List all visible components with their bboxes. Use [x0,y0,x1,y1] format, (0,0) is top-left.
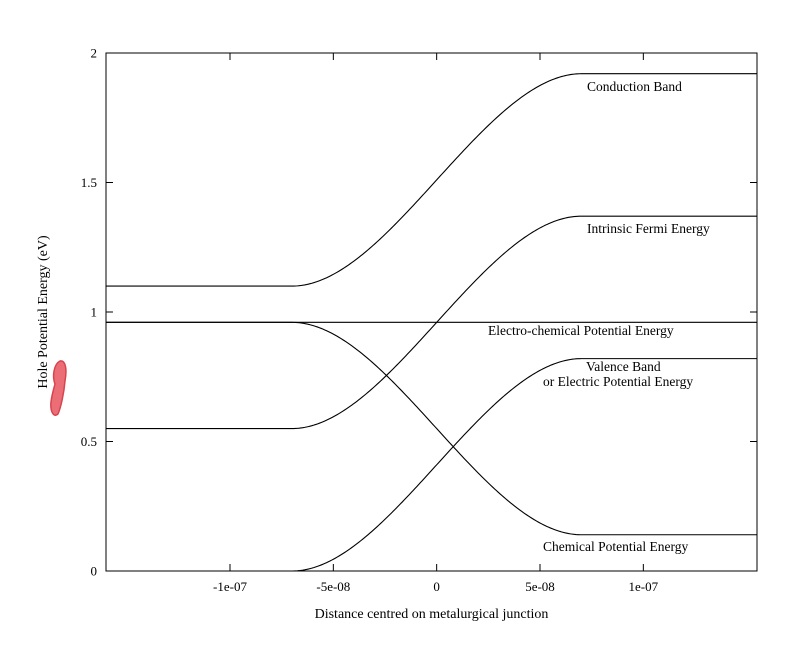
y-tick-label: 0.5 [81,434,97,449]
axis-ticks: -1e-07 -5e-08 0 5e-08 1e-07 0 0.5 1 1.5 2 [81,46,757,594]
curve-label-line: or Electric Potential Energy [543,374,693,389]
curve-label: Valence Band or Electric Potential Energy [543,359,693,389]
y-axis-title: Hole Potential Energy (eV) [36,235,51,389]
y-tick-label: 1.5 [81,175,97,190]
plot-frame [105,52,758,572]
curve-label-line: Chemical Potential Energy [543,539,688,554]
curve-label: Intrinsic Fermi Energy [587,221,710,236]
x-tick-label: 1e-07 [629,579,659,594]
curve-label: Electro-chemical Potential Energy [488,323,674,338]
series-line [106,321,757,536]
x-tick-label: -1e-07 [213,579,247,594]
series-line [106,358,757,572]
y-tick-label: 0 [91,564,98,579]
curve-label: Chemical Potential Energy [543,539,688,554]
curve-label-line: Electro-chemical Potential Energy [488,323,674,338]
plot-marks [106,73,757,572]
curve-label-line: Intrinsic Fermi Energy [587,221,710,236]
y-tick-label: 2 [91,46,98,61]
x-tick-label: -5e-08 [316,579,350,594]
x-axis-title: Distance centred on metalurgical junctio… [315,607,549,622]
curve-labels: Conduction Band Intrinsic Fermi Energy Ele… [488,79,710,554]
red-pen-scribble [50,360,67,416]
curve-label-line: Valence Band [586,359,661,374]
x-tick-label: 5e-08 [525,579,555,594]
x-tick-label: 0 [433,579,440,594]
y-tick-label: 1 [91,305,98,320]
series-line [106,73,757,287]
curve-label-line: Conduction Band [587,79,682,94]
curve-label: Conduction Band [587,79,682,94]
